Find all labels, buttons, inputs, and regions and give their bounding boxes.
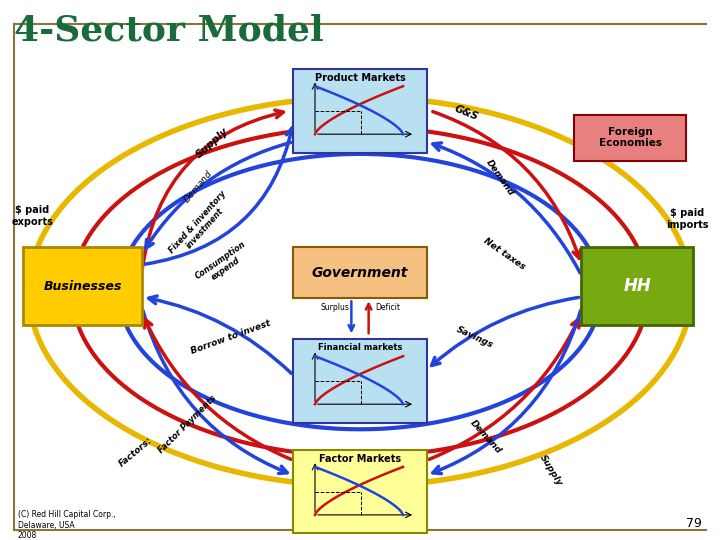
FancyArrowPatch shape bbox=[145, 143, 291, 248]
FancyArrowPatch shape bbox=[143, 110, 283, 267]
FancyArrowPatch shape bbox=[433, 143, 580, 273]
Text: Supply: Supply bbox=[538, 454, 564, 488]
FancyBboxPatch shape bbox=[575, 115, 685, 160]
FancyBboxPatch shape bbox=[23, 247, 143, 325]
FancyArrowPatch shape bbox=[433, 310, 580, 474]
FancyBboxPatch shape bbox=[582, 247, 693, 325]
Text: Surplus: Surplus bbox=[320, 302, 349, 312]
Text: Businesses: Businesses bbox=[43, 280, 122, 293]
Text: G&S: G&S bbox=[453, 104, 480, 123]
FancyArrowPatch shape bbox=[431, 298, 579, 366]
Text: Demand: Demand bbox=[485, 158, 516, 198]
FancyBboxPatch shape bbox=[294, 247, 426, 298]
Text: $ Demand $: $ Demand $ bbox=[181, 167, 215, 205]
FancyBboxPatch shape bbox=[294, 69, 426, 152]
FancyArrowPatch shape bbox=[433, 112, 580, 258]
Text: Borrow to invest: Borrow to invest bbox=[189, 319, 271, 356]
Text: Financial markets: Financial markets bbox=[318, 343, 402, 352]
Text: Deficit: Deficit bbox=[375, 302, 400, 312]
FancyBboxPatch shape bbox=[294, 339, 426, 422]
Text: Savings: Savings bbox=[455, 325, 495, 350]
Text: $ paid
exports: $ paid exports bbox=[12, 205, 53, 227]
Text: Product Markets: Product Markets bbox=[315, 73, 405, 83]
FancyBboxPatch shape bbox=[294, 449, 426, 534]
Text: HH: HH bbox=[624, 277, 651, 295]
FancyArrowPatch shape bbox=[348, 301, 354, 330]
Text: Factor Payments: Factor Payments bbox=[156, 393, 218, 455]
Text: Net taxes: Net taxes bbox=[482, 236, 526, 272]
Text: Factors:: Factors: bbox=[117, 436, 154, 469]
Text: Factor Markets: Factor Markets bbox=[319, 454, 401, 464]
Text: Foreign
Economies: Foreign Economies bbox=[598, 127, 662, 148]
Text: Supply: Supply bbox=[194, 126, 230, 160]
Text: Demand: Demand bbox=[469, 419, 503, 456]
Text: 79: 79 bbox=[686, 517, 702, 530]
Text: (C) Red Hill Capital Corp.,
Delaware, USA
2008: (C) Red Hill Capital Corp., Delaware, US… bbox=[18, 510, 116, 540]
FancyArrowPatch shape bbox=[143, 310, 287, 474]
Text: 4-Sector Model: 4-Sector Model bbox=[14, 14, 324, 48]
FancyArrowPatch shape bbox=[149, 296, 292, 373]
Text: $ paid
imports: $ paid imports bbox=[666, 208, 709, 230]
Text: Consumption
expend: Consumption expend bbox=[193, 240, 253, 289]
FancyArrowPatch shape bbox=[145, 319, 291, 460]
FancyArrowPatch shape bbox=[145, 128, 294, 264]
Text: Government: Government bbox=[312, 266, 408, 280]
FancyArrowPatch shape bbox=[366, 304, 372, 333]
FancyArrowPatch shape bbox=[429, 319, 579, 460]
Text: Fixed & inventory
investment: Fixed & inventory investment bbox=[168, 189, 235, 261]
